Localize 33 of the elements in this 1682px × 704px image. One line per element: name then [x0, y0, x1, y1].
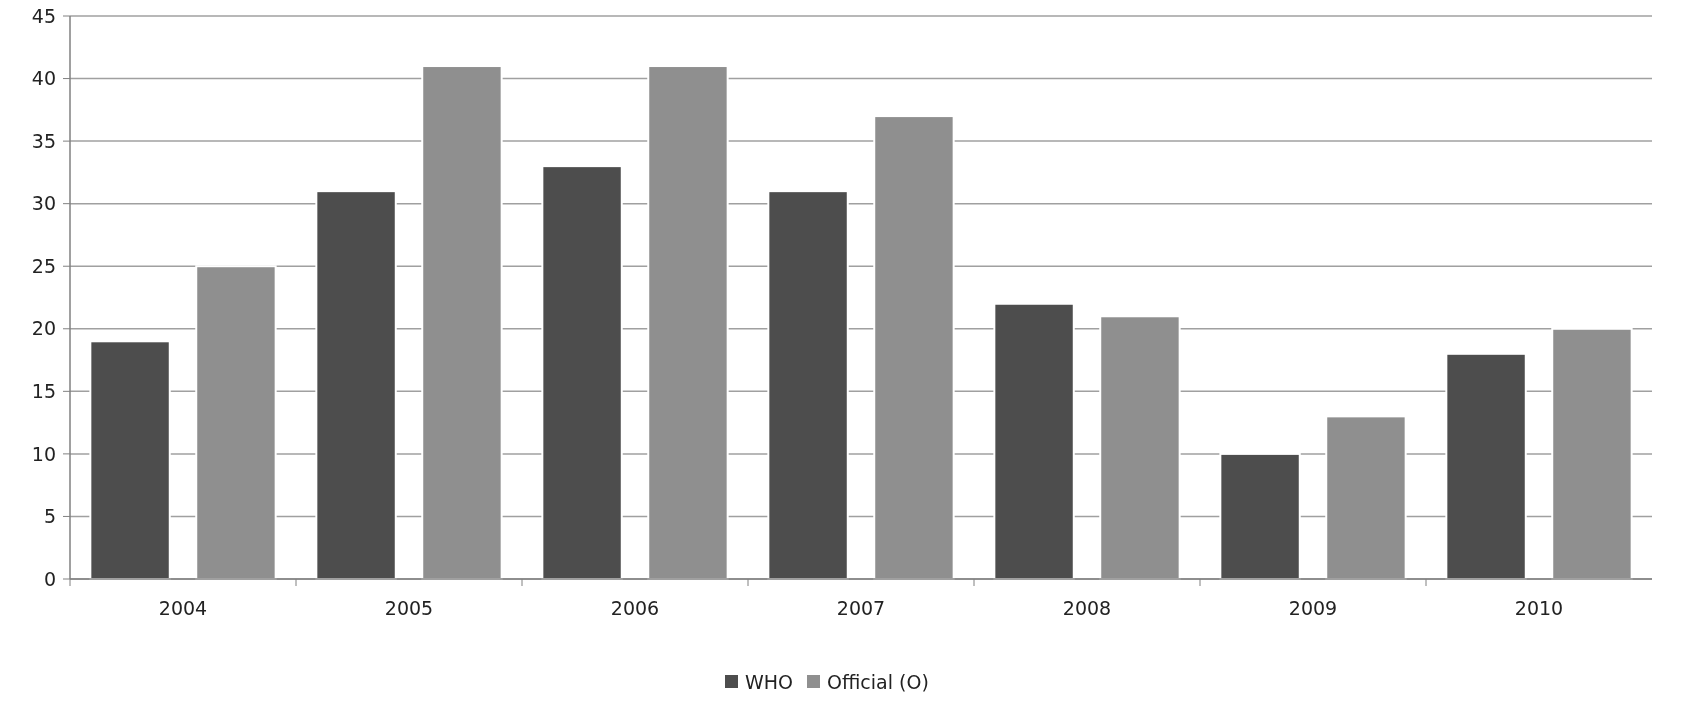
y-tick-label: 10 [31, 442, 56, 465]
bar [873, 115, 955, 580]
bar [315, 190, 397, 580]
y-tick-label: 5 [43, 505, 56, 528]
y-tick-label: 35 [31, 129, 56, 152]
legend-label: WHO [745, 670, 794, 693]
bar [1445, 352, 1527, 580]
bar [1325, 415, 1407, 580]
y-tick-label: 20 [31, 317, 56, 340]
y-tick-label: 30 [31, 192, 56, 215]
bar [1551, 327, 1633, 580]
y-tick-label: 25 [31, 254, 56, 277]
legend-label: Official (O) [827, 670, 929, 693]
y-tick-label: 40 [31, 67, 56, 90]
bar [1099, 315, 1181, 580]
y-tick-label: 15 [31, 379, 56, 402]
bar [1219, 452, 1301, 580]
y-tick-label: 0 [43, 567, 56, 590]
bar [767, 190, 849, 580]
x-tick-label: 2009 [1288, 597, 1338, 619]
y-tick-label: 45 [31, 4, 56, 27]
bar [647, 65, 729, 580]
x-tick-label: 2006 [610, 597, 660, 619]
x-tick-label: 2010 [1514, 597, 1564, 619]
bar [89, 340, 171, 580]
bar [541, 165, 623, 580]
x-tick-label: 2005 [384, 597, 434, 619]
x-tick-label: 2007 [836, 597, 886, 619]
bar [421, 65, 503, 580]
x-tick-label: 2008 [1062, 597, 1112, 619]
x-tick-label: 2004 [158, 597, 208, 619]
bar [195, 265, 277, 580]
bar [993, 302, 1075, 580]
